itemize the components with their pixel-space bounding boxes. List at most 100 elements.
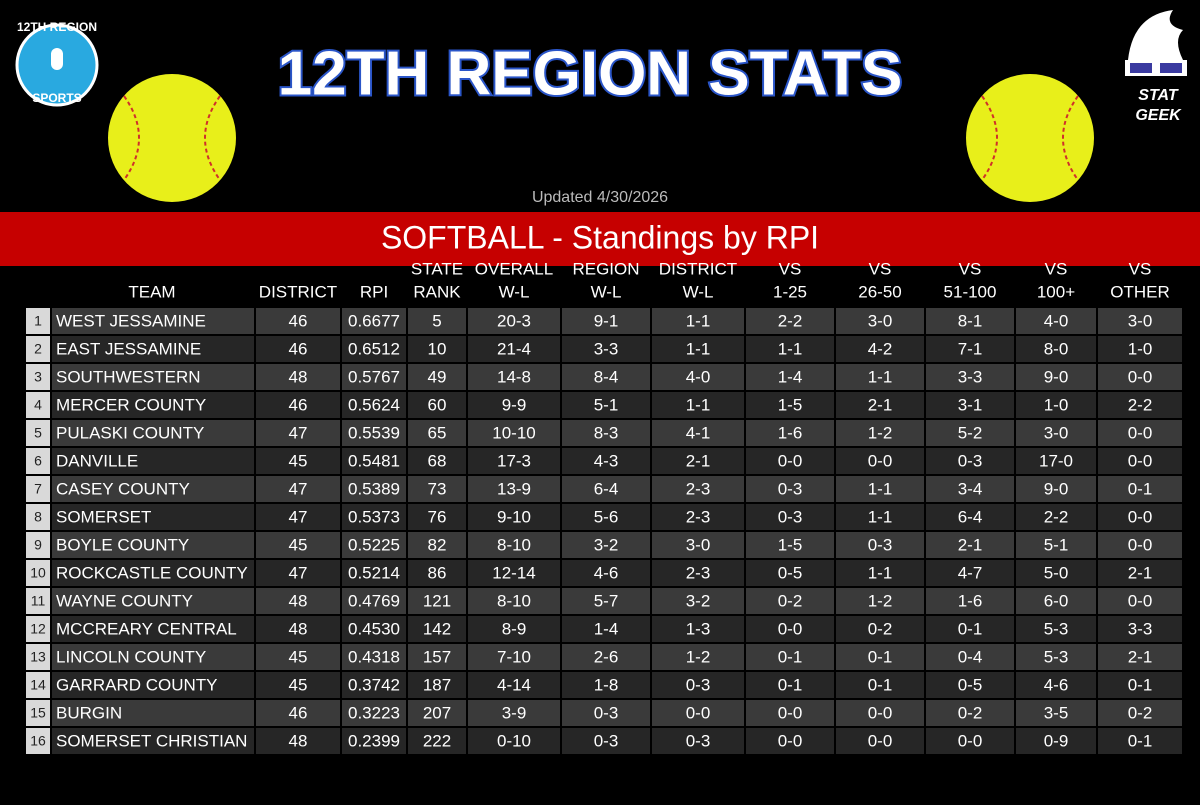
table-cell: [746, 364, 834, 390]
rank-number: 7: [34, 481, 42, 497]
table-cell: [1016, 728, 1096, 754]
cell-value: 0.5767: [348, 367, 400, 386]
table-cell: [746, 560, 834, 586]
table-cell: [256, 728, 340, 754]
cell-value: 5-1: [594, 395, 619, 414]
cell-value: 0-0: [868, 703, 893, 722]
table-cell: [652, 588, 744, 614]
team-name: BURGIN: [56, 703, 122, 722]
rank-number: 6: [34, 453, 42, 469]
cell-value: 0.5539: [348, 423, 400, 442]
table-cell: [1016, 364, 1096, 390]
column-header: VS: [1129, 259, 1152, 278]
table-cell: [836, 616, 924, 642]
rank-number: 5: [34, 425, 42, 441]
logo-text: SPORTS: [32, 91, 81, 105]
table-cell: [562, 588, 650, 614]
cell-value: 0.5373: [348, 507, 400, 526]
column-header: RANK: [413, 282, 461, 301]
table-cell: [52, 532, 254, 558]
cell-value: 1-1: [868, 367, 893, 386]
table-cell: [652, 448, 744, 474]
rank-number: 2: [34, 341, 42, 357]
cell-value: 47: [289, 479, 308, 498]
cell-value: 3-3: [1128, 619, 1153, 638]
table-cell: [1098, 532, 1182, 558]
cell-value: 3-0: [686, 535, 711, 554]
table-cell: [1098, 616, 1182, 642]
table-cell: [342, 336, 406, 362]
table-cell: [836, 672, 924, 698]
cell-value: 1-6: [778, 423, 803, 442]
table-cell: [408, 616, 466, 642]
table-cell: [652, 644, 744, 670]
table-cell: [256, 420, 340, 446]
table-cell: [926, 308, 1014, 334]
table-cell: [408, 728, 466, 754]
cell-value: 0-1: [778, 647, 803, 666]
table-cell: [342, 672, 406, 698]
cell-value: 0-0: [958, 731, 983, 750]
table-cell: [342, 728, 406, 754]
table-cell: [746, 448, 834, 474]
cell-value: 1-3: [686, 619, 711, 638]
cell-value: 1-5: [778, 535, 803, 554]
team-name: SOUTHWESTERN: [56, 367, 201, 386]
table-cell: [468, 700, 560, 726]
cell-value: 0-2: [868, 619, 893, 638]
table-cell: [926, 504, 1014, 530]
table-cell: [408, 700, 466, 726]
table-cell: [562, 532, 650, 558]
cell-value: 2-3: [686, 507, 711, 526]
team-name: SOMERSET: [56, 507, 151, 526]
cell-value: 17-0: [1039, 451, 1073, 470]
rank-cell: [26, 616, 50, 642]
cell-value: 0-0: [778, 451, 803, 470]
team-name: EAST JESSAMINE: [56, 339, 201, 358]
table-cell: [342, 644, 406, 670]
table-cell: [1016, 644, 1096, 670]
cell-value: 2-1: [958, 535, 983, 554]
table-cell: [1016, 616, 1096, 642]
rank-number: 9: [34, 537, 42, 553]
cell-value: 9-9: [502, 395, 527, 414]
table-cell: [836, 364, 924, 390]
cell-value: 1-4: [778, 367, 803, 386]
table-cell: [1098, 560, 1182, 586]
column-header: TEAM: [128, 282, 175, 301]
cell-value: 21-4: [497, 339, 531, 358]
table: TEAM DISTRICT RPI STATE RANK OVERALL W-L REGION…: [26, 259, 1182, 754]
updated-date: Updated 4/30/2026: [532, 189, 668, 206]
table-cell: [408, 588, 466, 614]
cell-value: 0-0: [868, 451, 893, 470]
table-cell: [342, 364, 406, 390]
cell-value: 45: [289, 675, 308, 694]
cell-value: 0-0: [1128, 591, 1153, 610]
column-header: VS: [959, 259, 982, 278]
table-cell: [746, 392, 834, 418]
table-cell: [652, 476, 744, 502]
cell-value: 0.5214: [348, 563, 400, 582]
cell-value: 3-0: [1044, 423, 1069, 442]
column-header: W-L: [591, 282, 622, 301]
table-cell: [52, 560, 254, 586]
cell-value: 0-0: [1128, 535, 1153, 554]
cell-value: 5-3: [1044, 647, 1069, 666]
table-cell: [342, 448, 406, 474]
table-cell: [408, 504, 466, 530]
cell-value: 0-3: [686, 675, 711, 694]
table-cell: [926, 476, 1014, 502]
cell-value: 46: [289, 311, 308, 330]
table-cell: [256, 644, 340, 670]
table-cell: [342, 532, 406, 558]
table-cell: [1098, 644, 1182, 670]
cell-value: 4-6: [594, 563, 619, 582]
cell-value: 45: [289, 451, 308, 470]
cell-value: 8-4: [594, 367, 619, 386]
table-cell: [1016, 476, 1096, 502]
team-name: PULASKI COUNTY: [56, 423, 204, 442]
cell-value: 0-3: [686, 731, 711, 750]
table-cell: [468, 504, 560, 530]
cell-value: 82: [428, 535, 447, 554]
